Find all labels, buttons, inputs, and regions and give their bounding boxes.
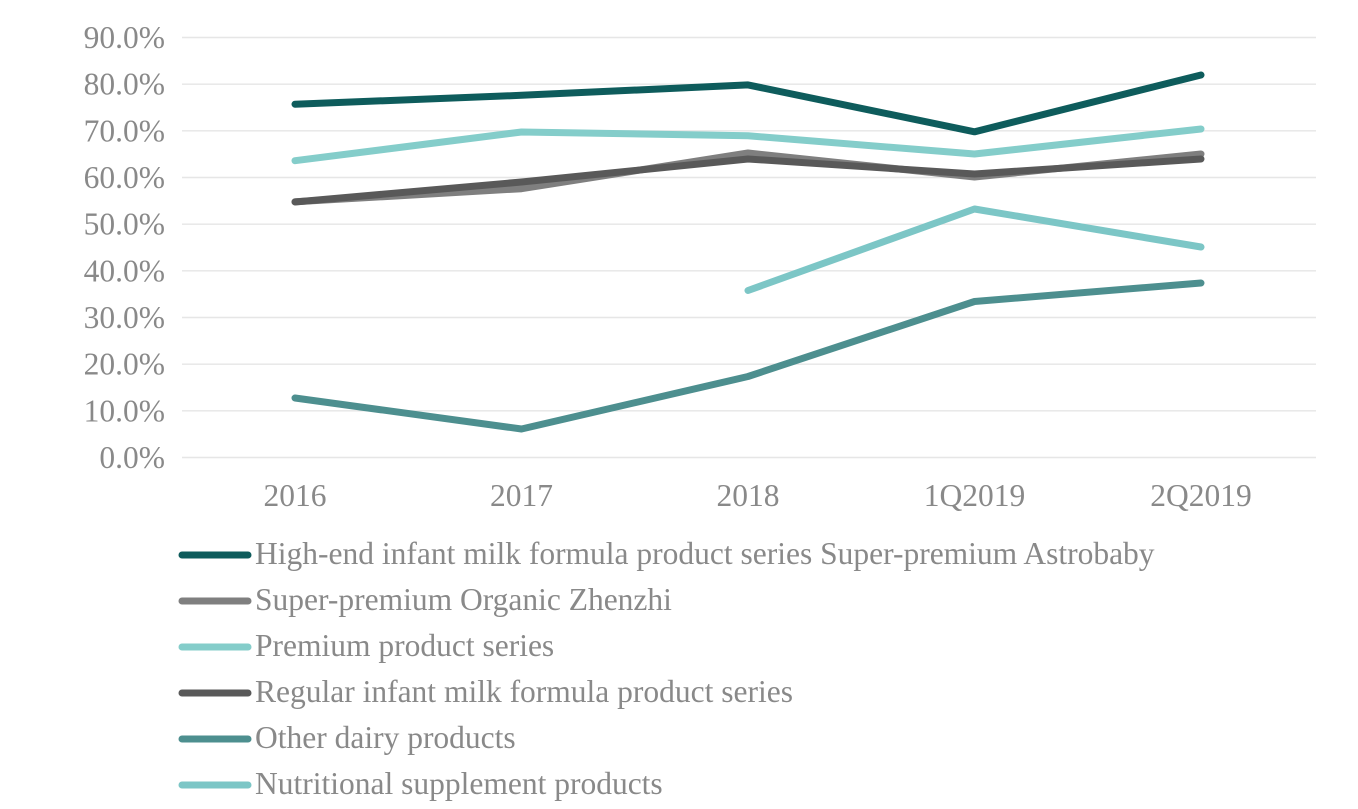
svg-text:2018: 2018 [717,478,780,513]
svg-text:90.0%: 90.0% [84,20,165,55]
svg-text:2017: 2017 [490,478,553,513]
svg-text:2Q2019: 2Q2019 [1150,478,1252,513]
svg-text:Super-premium Organic Zhenzhi: Super-premium Organic Zhenzhi [255,582,672,617]
svg-text:0.0%: 0.0% [99,440,165,475]
svg-text:30.0%: 30.0% [84,300,165,335]
svg-text:70.0%: 70.0% [84,113,165,148]
svg-text:2016: 2016 [264,478,327,513]
svg-text:Regular infant milk formula pr: Regular infant milk formula product seri… [255,674,793,709]
svg-text:50.0%: 50.0% [84,207,165,242]
svg-text:Other dairy products: Other dairy products [255,720,516,755]
svg-text:10.0%: 10.0% [84,393,165,428]
svg-text:20.0%: 20.0% [84,347,165,382]
svg-text:40.0%: 40.0% [84,253,165,288]
svg-text:High-end infant milk formula p: High-end infant milk formula product ser… [255,536,1155,571]
svg-text:60.0%: 60.0% [84,160,165,195]
svg-text:80.0%: 80.0% [84,67,165,102]
svg-text:Premium product series: Premium product series [255,628,554,663]
svg-text:Nutritional supplement product: Nutritional supplement products [255,766,663,801]
svg-text:1Q2019: 1Q2019 [924,478,1026,513]
